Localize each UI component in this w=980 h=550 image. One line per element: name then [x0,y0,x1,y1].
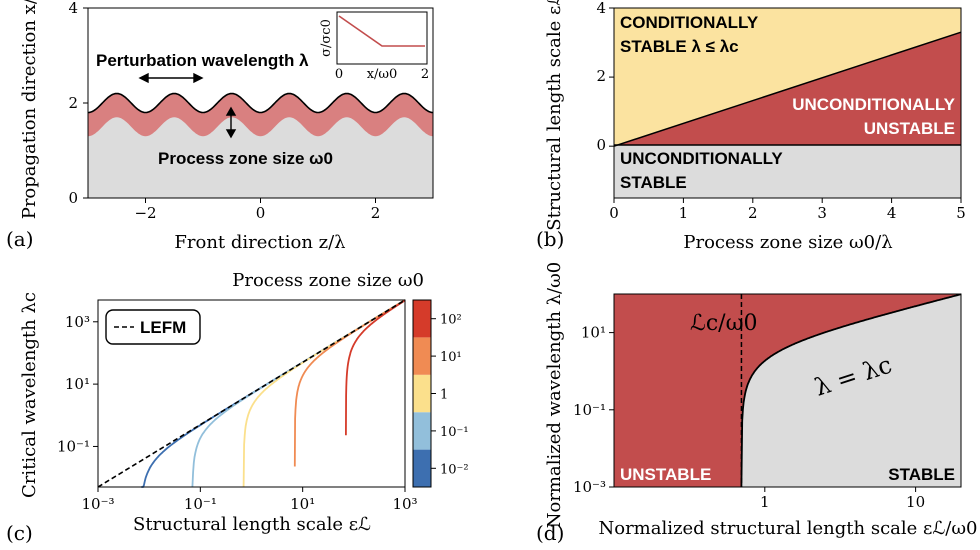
panel-b-gray-region [614,145,961,198]
b-region-uu-l2: UNSTABLE [864,119,955,138]
colorbar-tick-label: 10¹ [440,350,462,365]
inset-frame [336,11,428,65]
b-ytick-0: 0 [596,136,606,154]
panel-d-frame [613,293,962,488]
inset-xtick-0: 0 [335,67,343,82]
panel-a-inset: 0 2 x/ω0 σ/σc0 [319,11,429,82]
b-xtick-label: 2 [748,204,758,222]
panel-b-ticks [609,7,962,203]
colorbar-segment [413,374,431,413]
c-ytick-label: 10¹ [65,375,90,393]
colorbar-frame [412,299,432,488]
c-ytick-label: 10⁻¹ [57,437,90,455]
a-ytick-0: 0 [68,189,78,207]
b-xlabel: Process zone size ω0/λ [683,232,892,253]
a-ylabel: Propagation direction x/λ [19,0,40,219]
b-region-cond-l2: STABLE λ ≤ λc [620,37,739,56]
colorbar-tick-label: 10⁻² [440,462,469,477]
d-ytick-label: 10¹ [581,324,606,342]
b-region-cond-l1: CONDITIONALLY [620,13,759,32]
legend-box [105,309,201,345]
d-xlabel: Normalized structural length scale εℒ/ω0 [598,518,977,539]
d-region-stable: STABLE [888,465,955,484]
panel-a-ticks [83,7,376,203]
c-xtick-label: 10¹ [290,495,315,513]
inset-xlabel: x/ω0 [367,67,398,82]
d-ytick-label: 10⁻¹ [573,401,606,419]
panel-c: LEFM 10⁻³ 10⁻¹ 10¹ 10³ 10⁻¹ 10¹ 10³ Structural… [6,270,469,545]
panel-c-ticks [93,321,406,492]
panel-b: CONDITIONALLY STABLE λ ≤ λc UNCONDITIONA… [536,0,966,253]
panel-a: Perturbation wavelength λ Process zone s… [6,0,434,253]
b-xtick-label: 3 [817,204,827,222]
colorbar-tick-label: 10² [440,313,462,328]
panel-c-label: (c) [6,521,33,545]
b-region-uu-l1: UNCONDITIONALLY [792,95,955,114]
lefm-legend: LEFM [105,309,201,345]
b-xtick-label: 0 [609,204,619,222]
panel-d: ℒc/ω0 λ = λc UNSTABLE STABLE 1 1010⁻³10⁻¹… [536,262,978,545]
b-xtick-label: 5 [956,204,966,222]
inset-ylabel: σ/σc0 [319,19,334,57]
wavelength-annotation: Perturbation wavelength λ [96,51,309,70]
colorbar: 10⁻² 10⁻¹ 1 10¹ 10² [413,300,469,487]
process-zone-annotation: Process zone size ω0 [158,149,333,168]
panel-c-frame [97,299,406,488]
colorbar-segment [413,337,431,375]
colorbar-tick-label: 1 [440,388,448,403]
d-region-unstable: UNSTABLE [620,465,711,484]
d-ylabel: Normalized wavelength λ/ω0 [544,262,565,529]
panel-b-boundary-line [613,31,962,147]
b-xtick-label: 4 [887,204,897,222]
b-ylabel: Structural length scale εℒ/λ [544,0,565,231]
colorbar-segment [413,449,431,487]
panel-b-label: (b) [536,227,564,251]
b-region-us-l2: STABLE [620,173,687,192]
inset-stress-curve [338,15,425,47]
panel-d-ticks [609,332,917,492]
b-xtick-label: 1 [679,204,689,222]
panel-a-crack-front [87,92,434,114]
a-ytick-2: 4 [68,0,78,17]
a-xtick-0: −2 [134,204,156,222]
c-ytick-label: 10³ [65,313,90,331]
inset-xtick-1: 2 [421,67,429,82]
panel-a-label: (a) [6,227,34,251]
d-xtick-label: 10 [906,493,925,511]
a-xtick-2: 2 [371,204,381,222]
d-xtick-label: 1 [760,493,770,511]
panel-d-stable-region [741,294,961,487]
d-critical-label: ℒc/ω0 [690,311,758,336]
colorbar-segment [413,300,431,338]
d-ytick-label: 10⁻³ [573,478,606,496]
b-ytick-1: 2 [596,67,606,85]
colorbar-segment [413,412,431,450]
colorbar-title: Process zone size ω0 [232,270,424,291]
c-xtick-label: 10⁻³ [81,495,114,513]
panel-b-frame [613,7,962,199]
a-xlabel: Front direction z/λ [174,232,345,253]
panel-d-label: (d) [536,521,564,545]
b-region-us-l1: UNCONDITIONALLY [620,149,783,168]
c-xtick-label: 10⁻¹ [184,495,217,513]
colorbar-tick-label: 10⁻¹ [440,425,469,440]
a-xtick-1: 0 [256,204,266,222]
panel-a-process-zone [88,93,433,137]
lefm-line [97,299,406,488]
wavelength-arrow [138,72,204,84]
c-xtick-label: 10³ [392,495,417,513]
b-ytick-2: 4 [596,0,606,17]
legend-label: LEFM [140,318,186,337]
a-ytick-1: 2 [68,94,78,112]
c-xlabel: Structural length scale εℒ [133,514,371,535]
process-zone-arrow [225,106,237,139]
c-ylabel: Critical wavelength λc [19,292,40,498]
panel-d-critical-curve [740,293,962,488]
